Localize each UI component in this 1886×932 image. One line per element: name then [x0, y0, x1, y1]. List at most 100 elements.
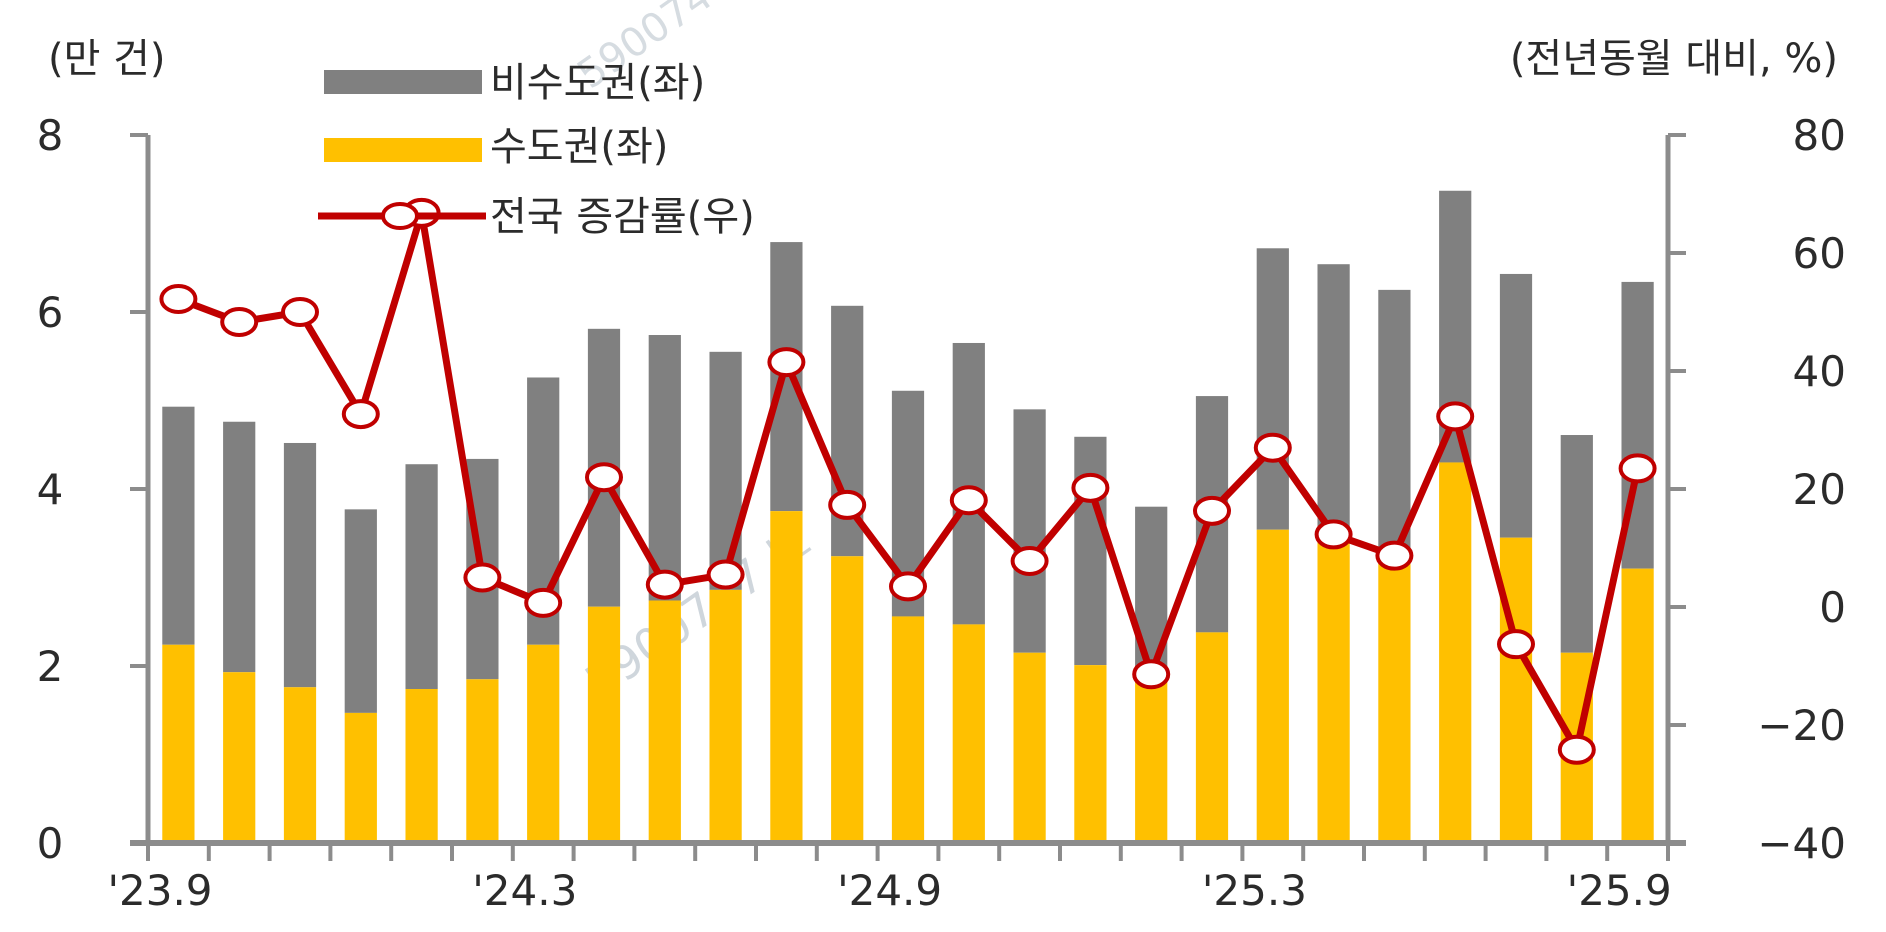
x-tick-label: '23.9 [107, 866, 212, 915]
bar-non-capital [1256, 248, 1289, 530]
legend-label-non-capital: 비수도권(좌) [490, 60, 705, 106]
right-tick-label: −40 [1757, 819, 1846, 868]
bar-capital [1621, 568, 1654, 843]
bar-capital [709, 589, 742, 843]
line-marker-circle [1010, 545, 1049, 576]
bar-stack [344, 509, 377, 843]
bar-capital [1135, 679, 1168, 843]
line-marker-circle [463, 562, 502, 593]
bar-non-capital [1013, 409, 1046, 653]
x-tick-label: '25.3 [1202, 866, 1307, 915]
bar-capital [1499, 537, 1533, 843]
legend-marker-circle-icon [381, 202, 419, 230]
bar-capital [952, 624, 985, 843]
x-tick-label: '24.3 [472, 866, 577, 915]
x-tick-label: '25.9 [1567, 866, 1672, 915]
bar-stack [709, 351, 742, 843]
line-marker-circle [1314, 519, 1353, 550]
line-marker-circle [1375, 540, 1414, 571]
line-marker-circle [645, 569, 684, 600]
bar-non-capital [162, 406, 195, 645]
line-marker-circle [1193, 495, 1231, 526]
bar-non-capital [1074, 436, 1107, 666]
bar-non-capital [648, 335, 681, 601]
line-marker-circle [1557, 734, 1596, 765]
legend: 비수도권(좌) 수도권(좌) 전국 증감률(우) [318, 60, 755, 240]
line-marker-circle [1618, 453, 1657, 484]
bar-capital [527, 644, 560, 843]
bar-stack [1195, 396, 1229, 843]
bar-capital [648, 600, 681, 843]
bar-capital [831, 556, 864, 843]
left-tick-label: 4 [37, 465, 64, 514]
axes: 0 2 4 6 8 −40 −20 0 20 40 60 80 '23.9 '24.3 '24.9 '25.3… [37, 111, 1846, 915]
bar-stack [1621, 281, 1654, 843]
bar-stack [1256, 248, 1289, 843]
bar-capital [1439, 462, 1472, 843]
line-marker-circle [281, 297, 319, 327]
right-tick-label: 0 [1819, 583, 1846, 632]
line-marker-circle [1071, 472, 1110, 503]
right-tick-label: 20 [1793, 465, 1846, 514]
bar-non-capital [223, 421, 256, 673]
bar-stack [162, 406, 195, 843]
bar-capital [223, 672, 256, 843]
bar-capital [1256, 529, 1289, 843]
bar-non-capital [1560, 435, 1593, 653]
bar-non-capital [952, 342, 985, 625]
bar-capital [1378, 557, 1411, 843]
line-marker-circle [1436, 401, 1475, 432]
line-marker-circle [220, 307, 259, 338]
right-tick-label: −20 [1757, 701, 1846, 750]
line-marker-circle [341, 399, 380, 430]
legend-swatch-yellow [324, 138, 482, 162]
line-marker-circle [706, 559, 745, 590]
bar-capital [891, 616, 925, 843]
bar-stack [1013, 409, 1046, 843]
line-marker-circle [767, 347, 806, 378]
bar-capital [1013, 652, 1046, 843]
legend-label-national-rate: 전국 증감률(우) [490, 194, 755, 240]
legend-item-non-capital: 비수도권(좌) [324, 60, 705, 106]
bar-non-capital [1378, 289, 1411, 558]
legend-item-national-rate: 전국 증감률(우) [318, 194, 755, 240]
bar-non-capital [1499, 273, 1533, 538]
plot-bars [162, 190, 1654, 843]
bar-stack [283, 442, 317, 843]
legend-item-capital: 수도권(좌) [324, 124, 668, 170]
x-tick-label: '24.9 [837, 866, 942, 915]
bar-stack [770, 242, 803, 843]
legend-swatch-gray [324, 70, 482, 94]
left-tick-label: 0 [37, 819, 64, 868]
bar-capital [1317, 540, 1350, 843]
bar-stack [587, 328, 621, 843]
bar-stack [952, 342, 985, 843]
line-marker-circle [159, 284, 198, 315]
left-tick-label: 2 [37, 642, 64, 691]
bar-capital [770, 511, 803, 843]
bar-capital [1195, 632, 1229, 843]
bar-non-capital [709, 351, 742, 590]
left-tick-label: 8 [37, 111, 64, 160]
left-axis-unit-label: (만 건) [48, 36, 166, 82]
bar-stack [223, 421, 256, 843]
bar-stack [831, 305, 864, 843]
right-tick-label: 40 [1793, 347, 1846, 396]
bar-non-capital [344, 509, 377, 713]
line-marker-circle [828, 489, 867, 520]
right-axis-unit-label: (전년동월 대비, %) [1510, 36, 1838, 82]
bar-non-capital [283, 442, 317, 688]
bar-stack [1560, 435, 1593, 843]
bar-non-capital [405, 464, 438, 690]
legend-label-capital: 수도권(좌) [490, 124, 668, 170]
bar-capital [1074, 665, 1107, 843]
bar-capital [405, 689, 438, 843]
line-marker-circle [1497, 629, 1535, 660]
bar-stack [648, 335, 681, 843]
bar-capital [466, 679, 499, 843]
bar-stack [1317, 264, 1350, 843]
bar-capital [587, 606, 621, 843]
line-marker-circle [524, 587, 563, 618]
bar-stack [1499, 273, 1533, 843]
